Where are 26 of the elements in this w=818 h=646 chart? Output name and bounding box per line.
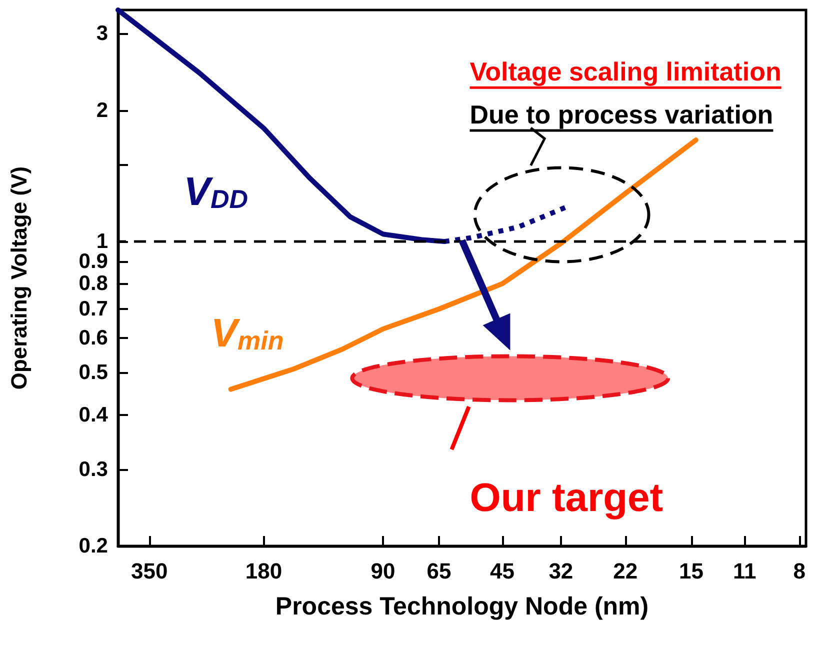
x-tick-label: 15 (679, 558, 704, 584)
x-tick-label: 350 (131, 558, 168, 584)
y-tick-label: 0.5 (78, 361, 108, 384)
annotation: Our target (470, 476, 664, 520)
y-tick-label: 0.6 (78, 326, 108, 350)
y-tick-label: 0.3 (78, 458, 108, 481)
x-tick-label: 180 (245, 558, 282, 584)
y-tick-label: 0.8 (78, 272, 108, 296)
x-tick-label: 45 (490, 558, 515, 584)
y-tick-label: 0.2 (78, 534, 108, 558)
x-tick-label: 22 (613, 558, 638, 584)
x-tick-label: 11 (733, 558, 756, 584)
y-tick-label: 3 (96, 22, 108, 46)
series-label: Vmin (210, 311, 284, 356)
y-axis-title: Operating Voltage (V) (6, 166, 32, 390)
x-tick-label: 8 (793, 558, 806, 584)
x-axis-title: Process Technology Node (nm) (275, 592, 649, 620)
annotation: Due to process variation (470, 100, 774, 130)
annotation: Voltage scaling limitation (470, 56, 782, 87)
x-tick-label: 90 (370, 558, 396, 584)
series-label: VDD (184, 170, 248, 214)
y-tick-label: 0.7 (78, 297, 108, 320)
y-tick-label: 2 (96, 98, 108, 122)
x-tick-label: 32 (548, 558, 574, 584)
x-tick-label: 65 (426, 558, 452, 584)
y-tick-label: 0.4 (78, 403, 108, 426)
